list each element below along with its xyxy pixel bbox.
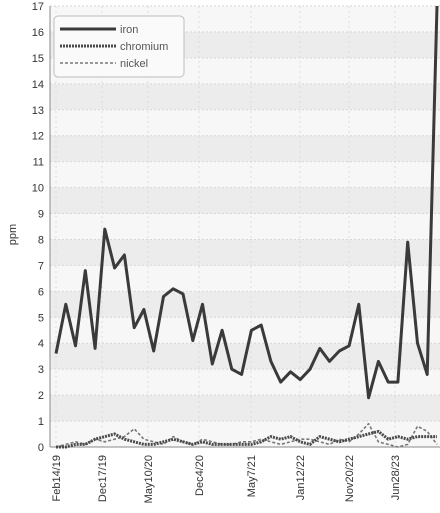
y-tick-label: 8 [38,234,44,246]
x-tick-label: Nov20/22 [344,455,356,502]
y-tick-label: 1 [38,416,44,428]
plot-band [50,395,440,421]
y-tick-label: 7 [38,260,44,272]
y-tick-label: 17 [32,1,44,13]
legend-label-nickel: nickel [120,58,148,70]
x-tick-label: Dec17/19 [97,455,109,502]
y-tick-label: 10 [32,183,44,195]
plot-band [50,369,440,395]
x-tick-label: May7/21 [246,455,258,497]
y-tick-label: 3 [38,364,44,376]
x-tick-label: Jun28/23 [390,455,402,500]
plot-band [50,214,440,240]
x-tick-label: Dec4/20 [194,455,206,496]
y-tick-label: 0 [38,442,44,454]
y-tick-label: 12 [32,131,44,143]
legend: iron chromium nickel [54,16,184,77]
y-tick-label: 11 [33,157,44,169]
plot-band [50,265,440,291]
y-axis-label: ppm [7,224,19,245]
plot-band [50,188,440,214]
legend-label-chromium: chromium [120,41,168,53]
plot-band [50,110,440,136]
plot-band [50,84,440,110]
plot-band [50,136,440,162]
legend-label-iron: iron [120,24,138,36]
plot-band [50,317,440,343]
x-tick-label: Feb14/19 [51,455,63,501]
y-tick-label: 13 [32,105,44,117]
x-tick-label: May10/20 [143,455,155,503]
y-tick-label: 2 [38,390,44,402]
y-tick-label: 6 [38,286,44,298]
x-tick-label: Jan12/22 [295,455,307,500]
y-tick-label: 16 [32,27,44,39]
y-tick-label: 9 [38,209,44,221]
plot-band [50,291,440,317]
y-tick-label: 15 [32,53,44,65]
y-tick-label: 5 [38,312,44,324]
y-tick-label: 14 [32,79,44,91]
x-axis-tick-labels: Feb14/19 Dec17/19 May10/20 Dec4/20 May7/21 Ja… [51,455,402,503]
y-tick-label: 4 [38,338,44,350]
plot-band [50,162,440,188]
